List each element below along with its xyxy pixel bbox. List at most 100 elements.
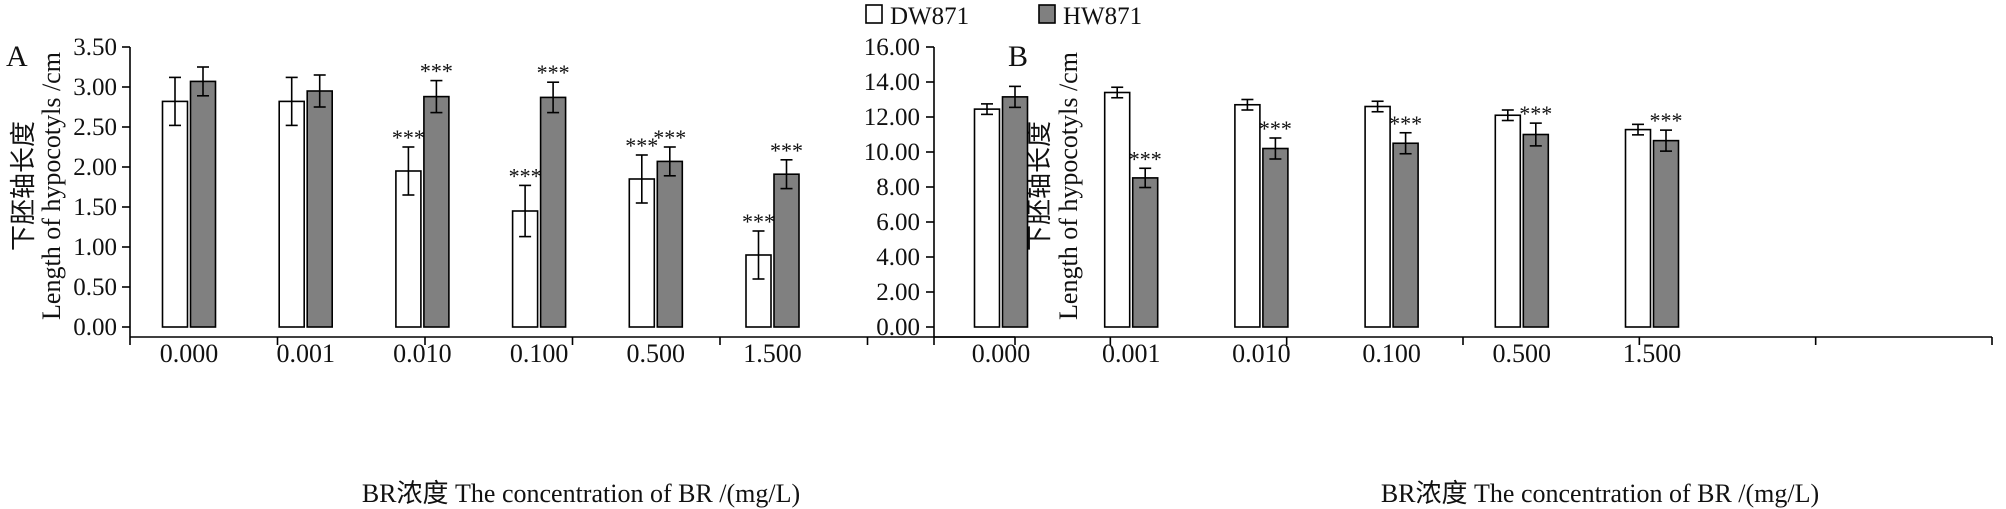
legend-swatch-dw871	[865, 4, 883, 24]
error-bar-hw871	[547, 81, 560, 114]
y-tick-label: 2.00	[73, 154, 117, 181]
bar-hw871	[1652, 139, 1680, 328]
y-axis-label-a-en: Length of hypocotyls /cm	[37, 52, 66, 320]
error-bar-hw871	[1139, 167, 1152, 189]
significance-label: ***	[625, 133, 658, 158]
y-axis-label-b-cn: 下胚轴长度	[1025, 121, 1054, 251]
panel-b: B 下胚轴长度 Length of hypocotyls /cm BR浓度 Th…	[864, 34, 1993, 508]
x-tick-label: 0.500	[1493, 339, 1552, 368]
y-tick-label: 0.00	[73, 314, 117, 341]
y-tick-label: 2.50	[73, 114, 117, 141]
error-bar-dw871	[1111, 86, 1124, 99]
error-bar-hw871	[1269, 137, 1282, 160]
error-bar-dw871	[285, 76, 298, 127]
error-bar-dw871	[1241, 98, 1254, 111]
error-bar-dw871	[752, 230, 765, 280]
error-bar-dw871	[1371, 100, 1384, 113]
bar-dw871	[1103, 91, 1131, 328]
bar-hw871	[1392, 142, 1419, 328]
y-tick-label: 14.00	[864, 69, 920, 96]
x-tick-label: 1.500	[743, 339, 802, 368]
y-tick-label: 2.00	[876, 279, 920, 306]
x-ticks-a: 0.000 0.001 0.010 0.100 0.500 1.500	[129, 337, 1016, 368]
significance-label: ***	[509, 163, 542, 188]
y-tick-label: 4.00	[876, 244, 920, 271]
significance-label: ***	[653, 125, 686, 150]
bar-hw871	[1522, 133, 1550, 328]
bar-dw871	[1494, 114, 1522, 328]
legend-swatch-hw871	[1038, 4, 1056, 24]
error-bar-hw871	[1009, 85, 1021, 109]
error-bar-dw871	[1501, 109, 1514, 122]
y-tick-label: 1.00	[73, 234, 117, 261]
y-ticks-b: 0.00 2.00 4.00 6.00 8.00 10.00 12.00 14.00 16.00	[864, 34, 934, 341]
x-tick-label: 0.010	[1232, 339, 1291, 368]
bar-hw871	[1001, 96, 1029, 328]
y-tick-label: 10.00	[864, 139, 920, 166]
significance-label: ***	[1259, 116, 1292, 141]
significance-label: ***	[1389, 111, 1422, 136]
panel-label-b: B	[1008, 40, 1028, 73]
x-tick-label: 0.001	[276, 339, 335, 368]
y-tick-label: 6.00	[876, 209, 920, 236]
significance-label: ***	[537, 60, 570, 85]
axes-a	[129, 47, 1015, 338]
y-tick-label: 0.50	[73, 274, 117, 301]
legend: DW871 HW871	[865, 3, 1142, 30]
significance-label: ***	[420, 59, 453, 84]
y-tick-label: 16.00	[864, 34, 920, 61]
panel-label-a: A	[6, 40, 28, 73]
x-tick-label: 1.500	[1623, 339, 1682, 368]
error-bar-hw871	[780, 159, 793, 190]
significance-label: ***	[1519, 101, 1552, 126]
x-ticks-b: 0.000 0.001 0.010 0.100 0.500 1.500	[933, 337, 1993, 368]
error-bar-hw871	[313, 74, 326, 108]
x-axis-label-b: BR浓度 The concentration of BR /(mg/L)	[1381, 479, 1819, 508]
error-bar-hw871	[430, 79, 443, 114]
error-bar-hw871	[663, 146, 676, 177]
bar-hw871	[539, 96, 567, 328]
x-axis-label-a: BR浓度 The concentration of BR /(mg/L)	[362, 479, 800, 508]
y-tick-label: 3.00	[73, 74, 117, 101]
significance-label: ***	[1129, 146, 1162, 171]
error-bar-hw871	[1399, 131, 1412, 155]
bar-dw871	[511, 210, 539, 328]
bar-hw871	[773, 173, 800, 328]
bar-hw871	[306, 90, 334, 328]
x-tick-label: 0.100	[1362, 339, 1421, 368]
bar-hw871	[423, 95, 450, 328]
bar-dw871	[1624, 128, 1652, 328]
significance-label: ***	[742, 209, 775, 234]
significance-label: ***	[770, 138, 803, 163]
y-tick-label: 8.00	[876, 174, 920, 201]
bar-dw871	[973, 108, 1001, 328]
legend-label-hw871: HW871	[1063, 3, 1142, 30]
y-tick-label: 12.00	[864, 104, 920, 131]
error-bar-dw871	[981, 103, 993, 116]
significance-label: ***	[392, 125, 425, 150]
significance-label: ***	[1650, 108, 1683, 133]
y-axis-label-b-en: Length of hypocotyls /cm	[1054, 52, 1083, 320]
y-tick-label: 0.00	[876, 314, 920, 341]
bar-dw871	[161, 100, 189, 328]
bar-dw871	[1234, 103, 1261, 328]
bar-hw871	[189, 80, 217, 328]
x-tick-label: 0.000	[160, 339, 219, 368]
y-ticks-a: 0.00 0.50 1.00 1.50 2.00 2.50 3.00 3.50	[73, 34, 130, 341]
error-bar-hw871	[1660, 129, 1672, 152]
bars-b: *** *** *** *** ***	[973, 85, 1683, 328]
legend-label-dw871: DW871	[890, 3, 969, 30]
x-tick-label: 0.000	[972, 339, 1031, 368]
bars-a: *************** *********	[161, 59, 803, 328]
error-bar-hw871	[197, 66, 209, 97]
y-axis-label-a-cn: 下胚轴长度	[9, 121, 38, 251]
x-tick-label: 0.500	[627, 339, 686, 368]
bar-hw871	[1131, 177, 1159, 328]
error-bar-dw871	[519, 184, 532, 238]
bar-dw871	[278, 100, 306, 328]
error-bar-dw871	[169, 76, 181, 127]
x-tick-label: 0.100	[510, 339, 569, 368]
x-tick-label: 0.010	[393, 339, 452, 368]
y-tick-label: 1.50	[73, 194, 117, 221]
